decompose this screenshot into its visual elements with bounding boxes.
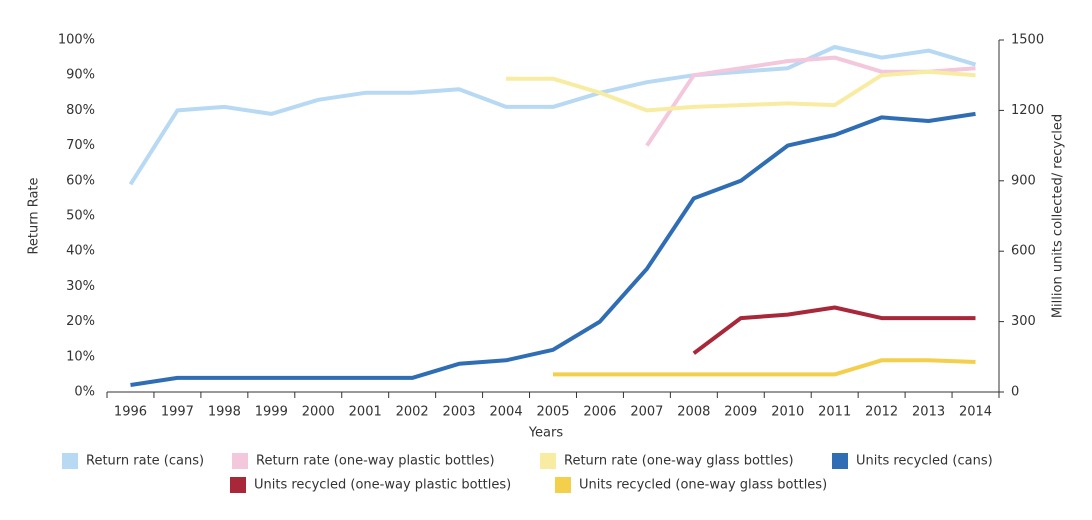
y2-tick-label: 300 xyxy=(1011,314,1036,329)
x-tick-label: 2012 xyxy=(865,405,898,420)
x-tick-label: 1997 xyxy=(161,405,194,420)
y-tick-label: 40% xyxy=(66,244,95,259)
legend-swatch xyxy=(232,453,248,469)
legend-label: Return rate (one-way glass bottles) xyxy=(564,454,794,469)
x-tick-label: 2011 xyxy=(818,405,851,420)
x-tick-label: 2003 xyxy=(443,405,476,420)
legend-swatch xyxy=(832,453,848,469)
y-tick-label: 100% xyxy=(58,33,95,48)
series-line xyxy=(128,45,977,186)
y2-tick-label: 1200 xyxy=(1011,103,1044,118)
x-tick-label: 1998 xyxy=(208,405,241,420)
legend-label: Units recycled (cans) xyxy=(856,454,993,469)
x-tick-label: 2005 xyxy=(536,405,569,420)
y-tick-label: 70% xyxy=(66,138,95,153)
y-tick-label: 30% xyxy=(66,279,95,294)
x-tick-label: 2004 xyxy=(490,405,523,420)
y-tick-label: 90% xyxy=(66,68,95,83)
x-tick-label: 2008 xyxy=(677,405,710,420)
y-tick-label: 10% xyxy=(66,349,95,364)
y2-tick-label: 900 xyxy=(1011,173,1036,188)
y2-tick-label: 600 xyxy=(1011,244,1036,259)
y-axis-label: Return Rate xyxy=(27,177,42,254)
legend-swatch xyxy=(230,477,246,493)
y-tick-label: 50% xyxy=(66,209,95,224)
y-tick-label: 0% xyxy=(74,385,95,400)
y2-tick-label: 1500 xyxy=(1011,33,1044,48)
x-tick-label: 1999 xyxy=(255,405,288,420)
legend-swatch xyxy=(62,453,78,469)
legend-label: Return rate (one-way plastic bottles) xyxy=(256,454,495,469)
x-tick-label: 2007 xyxy=(630,405,663,420)
y-tick-label: 20% xyxy=(66,314,95,329)
series-line xyxy=(692,305,976,355)
x-tick-label: 2010 xyxy=(771,405,804,420)
x-tick-label: 2002 xyxy=(396,405,429,420)
x-tick-label: 2006 xyxy=(583,405,616,420)
legend-label: Units recycled (one-way glass bottles) xyxy=(579,478,827,493)
x-tick-label: 2009 xyxy=(724,405,757,420)
legend-label: Units recycled (one-way plastic bottles) xyxy=(254,478,511,493)
x-tick-label: 1996 xyxy=(114,405,147,420)
y2-axis-label: Million units collected/ recycled xyxy=(1051,114,1066,318)
y-tick-label: 80% xyxy=(66,103,95,118)
legend-swatch xyxy=(540,453,556,469)
x-tick-label: 2000 xyxy=(302,405,335,420)
x-axis-label: Years xyxy=(528,426,564,441)
x-tick-label: 2001 xyxy=(349,405,382,420)
y-tick-label: 60% xyxy=(66,173,95,188)
x-tick-label: 2014 xyxy=(959,405,992,420)
x-tick-label: 2013 xyxy=(912,405,945,420)
legend-label: Return rate (cans) xyxy=(86,454,204,469)
y2-tick-label: 0 xyxy=(1011,385,1019,400)
series-line xyxy=(506,69,976,113)
series-line xyxy=(553,358,976,377)
legend-swatch xyxy=(555,477,571,493)
series-line xyxy=(130,111,976,387)
